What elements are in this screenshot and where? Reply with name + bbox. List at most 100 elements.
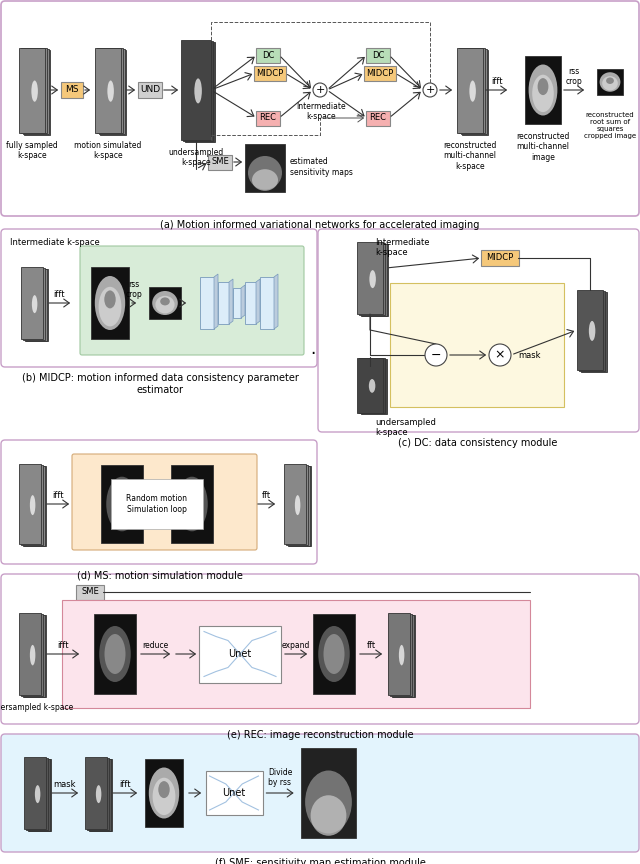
FancyBboxPatch shape: [200, 277, 214, 329]
Ellipse shape: [160, 297, 170, 305]
FancyBboxPatch shape: [97, 48, 123, 133]
Circle shape: [313, 83, 327, 97]
Ellipse shape: [149, 767, 179, 818]
Text: MIDCP: MIDCP: [366, 68, 394, 78]
Ellipse shape: [96, 785, 101, 804]
Text: REC: REC: [259, 113, 276, 123]
FancyBboxPatch shape: [24, 269, 47, 340]
Ellipse shape: [32, 295, 37, 313]
Ellipse shape: [176, 477, 208, 531]
FancyBboxPatch shape: [1, 734, 639, 852]
FancyBboxPatch shape: [462, 50, 488, 135]
Text: Intermediate
k-space: Intermediate k-space: [375, 238, 429, 257]
FancyBboxPatch shape: [21, 267, 43, 339]
Text: ifft: ifft: [54, 290, 65, 299]
Circle shape: [425, 344, 447, 366]
Ellipse shape: [369, 379, 375, 393]
Ellipse shape: [152, 291, 178, 315]
Text: mask: mask: [54, 780, 76, 789]
FancyBboxPatch shape: [245, 144, 285, 192]
Ellipse shape: [538, 78, 548, 95]
FancyBboxPatch shape: [1, 440, 317, 564]
FancyBboxPatch shape: [1, 229, 317, 367]
FancyBboxPatch shape: [233, 288, 241, 318]
FancyBboxPatch shape: [20, 613, 43, 696]
FancyBboxPatch shape: [256, 111, 280, 125]
FancyBboxPatch shape: [285, 465, 308, 544]
Ellipse shape: [399, 645, 404, 665]
FancyBboxPatch shape: [313, 614, 355, 694]
Ellipse shape: [532, 74, 554, 112]
FancyBboxPatch shape: [1, 1, 639, 216]
Ellipse shape: [108, 80, 114, 102]
Ellipse shape: [99, 626, 131, 682]
Text: reduce: reduce: [142, 641, 168, 650]
FancyBboxPatch shape: [388, 613, 410, 695]
FancyBboxPatch shape: [597, 69, 623, 95]
FancyBboxPatch shape: [85, 757, 107, 829]
Text: ifft: ifft: [491, 77, 502, 86]
FancyBboxPatch shape: [287, 466, 310, 545]
FancyBboxPatch shape: [145, 759, 183, 827]
FancyBboxPatch shape: [1, 574, 639, 724]
Ellipse shape: [606, 78, 614, 84]
Text: motion simulated
k-space: motion simulated k-space: [74, 141, 141, 160]
FancyBboxPatch shape: [366, 48, 390, 62]
Text: Intermediate k-space: Intermediate k-space: [10, 238, 100, 247]
FancyBboxPatch shape: [390, 613, 412, 696]
Ellipse shape: [104, 634, 125, 674]
Ellipse shape: [589, 321, 595, 341]
FancyBboxPatch shape: [22, 49, 49, 134]
Text: SME: SME: [211, 157, 229, 167]
Ellipse shape: [602, 76, 618, 91]
Ellipse shape: [182, 485, 202, 524]
Ellipse shape: [156, 295, 175, 314]
FancyBboxPatch shape: [392, 614, 413, 696]
FancyBboxPatch shape: [359, 359, 385, 413]
Circle shape: [489, 344, 511, 366]
Text: undersampled
k-space: undersampled k-space: [168, 148, 223, 168]
Text: (c) DC: data consistency module: (c) DC: data consistency module: [398, 438, 557, 448]
Text: +: +: [316, 85, 324, 95]
Text: (d) MS: motion simulation module: (d) MS: motion simulation module: [77, 570, 243, 580]
FancyBboxPatch shape: [95, 48, 121, 132]
Text: fft: fft: [262, 491, 271, 500]
FancyBboxPatch shape: [390, 283, 564, 407]
FancyBboxPatch shape: [20, 48, 47, 133]
Ellipse shape: [30, 495, 35, 515]
Text: MIDCP: MIDCP: [486, 253, 514, 263]
FancyBboxPatch shape: [357, 358, 383, 412]
Text: UND: UND: [140, 86, 160, 94]
Text: REC: REC: [369, 113, 387, 123]
FancyBboxPatch shape: [199, 626, 281, 683]
Ellipse shape: [104, 290, 116, 308]
Text: ×: ×: [495, 348, 505, 361]
Ellipse shape: [35, 785, 40, 804]
Text: rss
crop: rss crop: [566, 67, 582, 86]
FancyBboxPatch shape: [99, 49, 125, 134]
Ellipse shape: [369, 270, 376, 288]
Text: (a) Motion informed variational networks for accelerated imaging: (a) Motion informed variational networks…: [160, 220, 480, 230]
FancyBboxPatch shape: [360, 244, 387, 315]
Text: undersampled
k-space: undersampled k-space: [375, 418, 436, 437]
Text: Intermediate
k-space: Intermediate k-space: [296, 102, 346, 122]
FancyBboxPatch shape: [149, 287, 181, 319]
FancyBboxPatch shape: [171, 465, 213, 543]
Text: undersampled k-space: undersampled k-space: [0, 703, 74, 712]
Polygon shape: [274, 274, 278, 329]
FancyBboxPatch shape: [76, 585, 104, 600]
FancyBboxPatch shape: [19, 464, 41, 544]
FancyBboxPatch shape: [80, 246, 304, 355]
FancyBboxPatch shape: [138, 82, 162, 98]
FancyBboxPatch shape: [301, 748, 356, 838]
FancyBboxPatch shape: [28, 759, 49, 830]
Text: ifft: ifft: [119, 780, 131, 789]
FancyBboxPatch shape: [72, 454, 257, 550]
Ellipse shape: [295, 495, 300, 515]
FancyBboxPatch shape: [481, 250, 519, 266]
Text: fully sampled
k-space: fully sampled k-space: [6, 141, 58, 160]
Text: reconstructed
multi-channel
k-space: reconstructed multi-channel k-space: [444, 141, 497, 171]
Text: expand: expand: [282, 641, 310, 650]
FancyBboxPatch shape: [90, 759, 112, 831]
FancyBboxPatch shape: [94, 614, 136, 694]
